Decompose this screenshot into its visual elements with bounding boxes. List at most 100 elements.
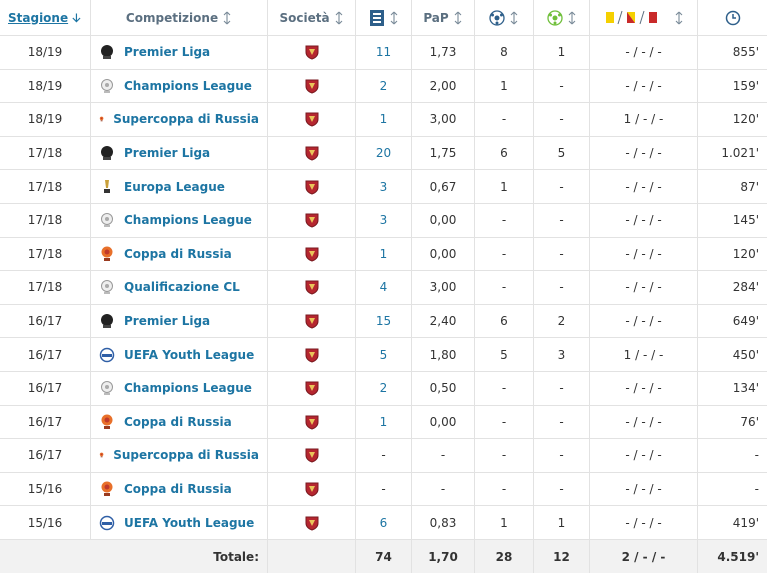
cell: Coppa di Russia: [90, 237, 267, 271]
cell: Coppa di Russia: [90, 472, 267, 506]
appearances: -: [381, 482, 386, 497]
cell: -: [533, 405, 589, 439]
appearances[interactable]: 2: [379, 381, 388, 396]
total-assists: 12: [553, 549, 570, 564]
cell: 1 / - / -: [589, 103, 697, 136]
competition-link[interactable]: Coppa di Russia: [124, 482, 232, 497]
cell: 16/17: [0, 406, 90, 439]
points-per-game: 1,75: [429, 146, 457, 161]
cell: 0,00: [411, 204, 474, 237]
cell: [267, 439, 355, 472]
cell: - / - / -: [589, 237, 697, 271]
sort-season[interactable]: Stagione: [8, 10, 69, 25]
appearances[interactable]: 3: [379, 213, 388, 228]
cell: 0,00: [411, 237, 474, 271]
minutes: 134': [732, 381, 759, 396]
club-logo: [305, 146, 318, 161]
sort-competition[interactable]: Competizione: [125, 10, 219, 25]
total-label: Totale:: [213, 549, 259, 564]
cell: - / - / -: [589, 405, 697, 439]
appearances[interactable]: 4: [379, 280, 388, 295]
competition-logo: [101, 78, 113, 93]
cell: 18/19: [0, 36, 90, 69]
cell: [474, 0, 533, 35]
competition-link[interactable]: Premier Liga: [124, 314, 211, 329]
competition-link[interactable]: Champions League: [124, 78, 252, 93]
competition-link[interactable]: Coppa di Russia: [124, 414, 232, 429]
minutes: -: [754, 448, 759, 463]
cell: - / - / -: [589, 271, 697, 304]
competition-link[interactable]: Qualificazione CL: [124, 280, 240, 295]
sort-icon: [335, 11, 342, 24]
assists: 1: [557, 45, 566, 60]
cell: [267, 304, 355, 338]
assists: -: [559, 381, 564, 396]
cell: Premier Liga: [90, 36, 267, 69]
cell: 120': [697, 237, 767, 271]
points-per-game: 1,73: [429, 45, 457, 60]
assists: -: [559, 448, 564, 463]
cell: -: [474, 372, 533, 405]
cell: 17/18: [0, 137, 90, 170]
appearances[interactable]: 6: [379, 515, 388, 530]
appearances[interactable]: 2: [379, 78, 388, 93]
cell: [267, 237, 355, 271]
data-row: 15/16 UEFA Youth League 6 0,83 1 1 - / - / - 41…: [0, 506, 767, 540]
minutes: -: [754, 482, 759, 497]
competition-link[interactable]: UEFA Youth League: [124, 515, 255, 530]
appearances[interactable]: 11: [375, 45, 392, 60]
cell: - / - / -: [589, 439, 697, 472]
competition-link[interactable]: Supercoppa di Russia: [113, 112, 259, 127]
cell: 15: [355, 304, 411, 338]
cell: 3: [355, 204, 411, 237]
cell: - / - / -: [589, 136, 697, 170]
competition-logo: [104, 179, 110, 193]
appearances[interactable]: 3: [379, 179, 388, 194]
sort-club[interactable]: Società: [279, 10, 330, 25]
cell: -: [697, 472, 767, 506]
cell: - / - / -: [589, 204, 697, 237]
appearances[interactable]: 1: [379, 246, 388, 261]
cell: PaP: [411, 0, 474, 35]
season: 16/17: [27, 347, 63, 362]
cell: 6: [355, 506, 411, 539]
data-row: 17/18 Premier Liga 20 1,75 6 5 - / - / - 1.021': [0, 136, 767, 171]
cell: 3: [355, 170, 411, 203]
competition-link[interactable]: Europa League: [124, 179, 225, 194]
cell: 134': [697, 372, 767, 405]
competition-logo: [101, 213, 113, 228]
competition-link[interactable]: Champions League: [124, 213, 252, 228]
sort-ppg[interactable]: PaP: [423, 10, 449, 25]
appearances[interactable]: 20: [375, 146, 392, 161]
cell: - / - / -: [589, 304, 697, 338]
goals: 1: [500, 179, 508, 194]
goals: -: [501, 213, 507, 228]
points-per-game: -: [440, 448, 446, 463]
assists: -: [559, 179, 564, 194]
appearances[interactable]: 5: [379, 347, 388, 362]
cell: 1,70: [411, 540, 474, 573]
appearances[interactable]: 1: [379, 112, 388, 127]
competition-link[interactable]: Champions League: [124, 381, 252, 396]
sort-desc-icon: [72, 12, 81, 22]
season: 17/18: [27, 179, 63, 194]
data-row: 18/19 Champions League 2 2,00 1 - - / - / - 159…: [0, 69, 767, 104]
cards: - / - / -: [625, 482, 662, 497]
competition-link[interactable]: Premier Liga: [124, 45, 211, 60]
competition-link[interactable]: Coppa di Russia: [124, 246, 232, 261]
data-row: 18/19 Supercoppa di Russia 1 3,00 - - 1 / - / …: [0, 103, 767, 137]
cell: 18/19: [0, 103, 90, 136]
minutes: 284': [732, 280, 759, 295]
minutes: 855': [732, 45, 759, 60]
cell: 17/18: [0, 271, 90, 304]
competition-link[interactable]: UEFA Youth League: [124, 347, 255, 362]
club-logo: [305, 381, 318, 396]
appearances[interactable]: 15: [375, 314, 392, 329]
goals: -: [501, 246, 507, 261]
cell: 1: [533, 36, 589, 69]
minutes: 450': [732, 347, 759, 362]
appearances[interactable]: 1: [379, 414, 388, 429]
minutes: 120': [732, 112, 759, 127]
competition-link[interactable]: Premier Liga: [124, 146, 211, 161]
competition-link[interactable]: Supercoppa di Russia: [113, 448, 259, 463]
